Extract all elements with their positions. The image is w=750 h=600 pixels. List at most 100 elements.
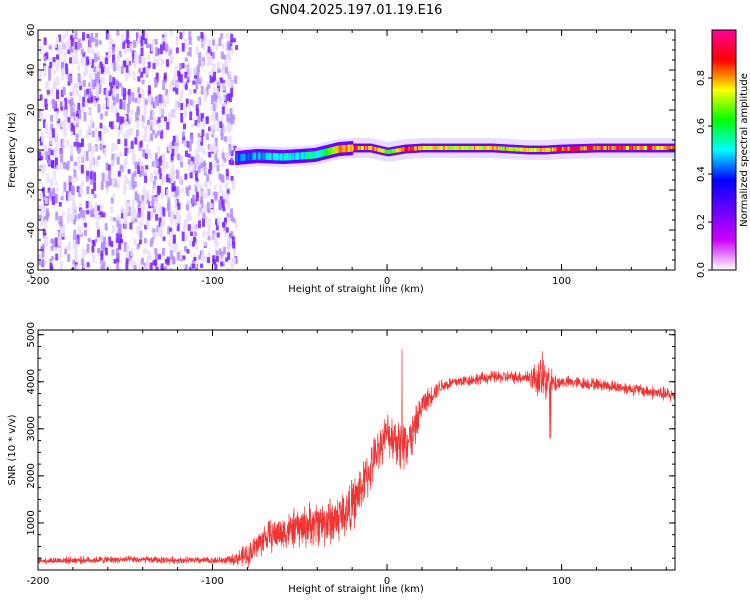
spectrogram-y-tick-label: 20 bbox=[26, 104, 37, 117]
spectrogram-ridge-cell bbox=[335, 146, 338, 154]
spectrogram-noise-cell bbox=[195, 178, 199, 183]
spectrogram-noise-cell bbox=[225, 257, 229, 262]
spectrogram-noise-cell bbox=[42, 204, 46, 214]
spectrogram-noise-cell bbox=[174, 66, 178, 75]
spectrogram-ridge-cell bbox=[342, 145, 345, 153]
spectrogram-noise-cell bbox=[219, 82, 223, 92]
spectrogram-noise-cell bbox=[118, 216, 121, 226]
spectrogram-noise-cell bbox=[147, 85, 151, 94]
spectrogram-ridge-cell bbox=[437, 146, 440, 150]
spectrogram-noise-cell bbox=[54, 237, 58, 248]
spectrogram-noise-cell bbox=[88, 108, 92, 115]
spectrogram-noise-cell bbox=[116, 218, 120, 228]
spectrogram-ridge-cell bbox=[460, 146, 463, 150]
spectrogram-noise-cell bbox=[103, 147, 107, 158]
spectrogram-ridge-cell bbox=[433, 146, 436, 150]
spectrogram-ridge-cell bbox=[630, 146, 633, 150]
spectrogram-noise-cell bbox=[160, 129, 164, 139]
spectrogram-noise-cell bbox=[48, 45, 52, 50]
spectrogram-ridge-cell bbox=[246, 153, 249, 161]
spectrogram-noise-cell bbox=[122, 60, 126, 68]
spectrogram-noise-cell bbox=[123, 181, 127, 190]
spectrogram-noise-cell bbox=[223, 54, 227, 60]
spectrogram-noise-cell bbox=[73, 202, 77, 211]
spectrogram-noise-cell bbox=[214, 191, 218, 201]
spectrogram-noise-cell bbox=[144, 33, 148, 39]
spectrogram-noise-cell bbox=[126, 202, 130, 213]
spectrogram-noise-cell bbox=[144, 152, 148, 159]
spectrogram-noise-cell bbox=[81, 180, 85, 187]
spectrogram-noise-cell bbox=[200, 196, 204, 205]
spectrogram-noise-cell bbox=[181, 63, 185, 69]
spectrogram-ridge-cell bbox=[493, 146, 496, 151]
spectrogram-noise-cell bbox=[144, 176, 148, 183]
spectrogram-noise-cell bbox=[141, 200, 145, 209]
spectrogram-noise-cell bbox=[221, 256, 225, 264]
spectrogram-noise-cell bbox=[210, 124, 214, 135]
spectrogram-ridge-cell bbox=[267, 152, 270, 160]
spectrogram-ridge-cell bbox=[292, 152, 295, 160]
spectrogram-ridge-cell bbox=[595, 146, 598, 150]
spectrogram-noise-cell bbox=[189, 111, 193, 121]
spectrogram-ridge-cell bbox=[474, 146, 477, 150]
spectrogram-noise-cell bbox=[115, 268, 119, 270]
spectrogram-noise-cell bbox=[130, 258, 134, 268]
spectrogram-noise-cell bbox=[137, 164, 141, 175]
spectrogram-noise-cell bbox=[79, 228, 83, 235]
spectrogram-noise-cell bbox=[121, 206, 124, 214]
spectrogram-ridge-cell bbox=[651, 146, 654, 150]
spectrogram-noise-cell bbox=[70, 37, 74, 47]
spectrogram-noise-cell bbox=[187, 224, 191, 231]
spectrogram-noise-cell bbox=[171, 163, 175, 172]
spectrogram-noise-cell bbox=[166, 174, 169, 183]
spectrogram-ridge-cell bbox=[268, 152, 271, 161]
spectrogram-noise-cell bbox=[52, 239, 56, 248]
spectrogram-ridge-cell bbox=[529, 148, 532, 152]
spectrogram-noise-cell bbox=[223, 125, 227, 134]
spectrogram-noise-cell bbox=[168, 119, 172, 125]
spectrogram-ridge-cell bbox=[587, 146, 590, 151]
spectrogram-noise-cell bbox=[130, 207, 134, 216]
spectrogram-noise-cell bbox=[223, 157, 227, 163]
spectrogram-noise-cell bbox=[149, 240, 153, 247]
spectrogram-noise-cell bbox=[195, 191, 199, 202]
spectrogram-noise-cell bbox=[177, 70, 181, 77]
spectrogram-noise-cell bbox=[171, 142, 175, 150]
spectrogram-noise-cell bbox=[215, 88, 219, 96]
spectrogram-noise-cell bbox=[168, 49, 172, 56]
spectrogram-noise-cell bbox=[184, 173, 188, 180]
spectrogram-noise-cell bbox=[86, 170, 90, 179]
spectrogram-noise-cell bbox=[154, 79, 158, 88]
spectrogram-ridge-cell bbox=[441, 146, 444, 150]
spectrogram-noise-cell bbox=[73, 82, 77, 90]
spectrogram-noise-cell bbox=[119, 164, 123, 171]
spectrogram-noise-cell bbox=[167, 196, 171, 207]
spectrogram-noise-cell bbox=[144, 249, 148, 254]
spectrogram-noise-cell bbox=[181, 187, 185, 192]
spectrogram-noise-cell bbox=[91, 188, 95, 195]
spectrogram-ridge-cell bbox=[447, 146, 450, 150]
spectrogram-noise-cell bbox=[75, 264, 79, 270]
spectrogram-noise-cell bbox=[161, 268, 165, 270]
spectrogram-ridge-cell bbox=[278, 153, 281, 161]
spectrogram-ridge-cell bbox=[644, 146, 647, 150]
spectrogram-noise-cell bbox=[73, 141, 77, 147]
spectrogram-noise-cell bbox=[90, 174, 94, 185]
spectrogram-noise-cell bbox=[81, 138, 84, 147]
spectrogram-noise-cell bbox=[39, 70, 43, 81]
snr-y-tick-label: 4000 bbox=[26, 369, 37, 394]
spectrogram-noise-cell bbox=[83, 111, 87, 122]
spectrogram-ridge-cell bbox=[305, 152, 308, 160]
spectrogram-noise-cell bbox=[176, 209, 179, 216]
spectrogram-noise-cell bbox=[227, 93, 230, 101]
spectrogram-ridge-cell bbox=[386, 149, 389, 154]
spectrogram-ridge-cell bbox=[285, 153, 288, 161]
spectrogram-noise-cell bbox=[222, 222, 225, 228]
spectrogram-noise-cell bbox=[71, 186, 75, 196]
spectrogram-noise-cell bbox=[113, 258, 117, 264]
snr-series-line bbox=[38, 348, 675, 568]
spectrogram-noise-cell bbox=[200, 32, 204, 39]
spectrogram-ridge-cell bbox=[580, 146, 583, 151]
spectrogram-noise-cell bbox=[104, 57, 108, 64]
spectrogram-noise-cell bbox=[120, 43, 124, 48]
